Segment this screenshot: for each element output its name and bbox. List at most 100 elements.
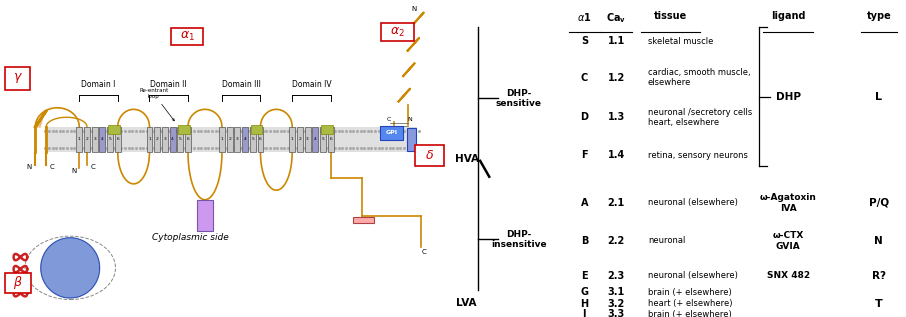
Text: S: S [581, 36, 588, 46]
Bar [178, 127, 183, 152]
Text: 1.1: 1.1 [607, 36, 625, 46]
Text: 3: 3 [306, 138, 309, 141]
FancyBboxPatch shape [415, 145, 445, 166]
Text: neuronal /secretory cells
heart, elsewhere: neuronal /secretory cells heart, elsewhe… [648, 107, 752, 127]
Bar [169, 127, 176, 152]
Text: 3.1: 3.1 [607, 287, 625, 297]
Bar [115, 127, 120, 152]
Text: A: A [581, 198, 588, 208]
Text: 6: 6 [116, 138, 120, 141]
Text: 1: 1 [291, 138, 294, 141]
Text: C: C [581, 73, 588, 83]
Text: $\delta$: $\delta$ [425, 149, 435, 162]
Bar [162, 127, 168, 152]
Bar [328, 127, 333, 152]
Text: 2.2: 2.2 [607, 236, 625, 246]
Bar [250, 127, 255, 152]
Text: Cytoplasmic side: Cytoplasmic side [152, 233, 228, 242]
Text: 6: 6 [259, 138, 262, 141]
Text: 6: 6 [329, 138, 333, 141]
Text: P/Q: P/Q [869, 198, 889, 208]
Text: G: G [581, 287, 588, 297]
Text: 1: 1 [148, 138, 151, 141]
FancyBboxPatch shape [178, 125, 190, 134]
Text: ω-Agatoxin
IVA: ω-Agatoxin IVA [760, 193, 816, 213]
Text: H: H [581, 299, 588, 309]
Text: tissue: tissue [654, 11, 687, 21]
Text: C: C [91, 164, 95, 170]
Bar [407, 128, 416, 151]
Text: Domain IV: Domain IV [292, 80, 332, 89]
Text: N: N [874, 236, 883, 246]
Bar [45, 127, 417, 152]
Bar [297, 127, 303, 152]
Text: 2.3: 2.3 [607, 271, 625, 281]
Text: Domain III: Domain III [222, 80, 261, 89]
Text: N: N [27, 164, 32, 170]
Text: 2: 2 [156, 138, 159, 141]
Text: 3.2: 3.2 [607, 299, 625, 309]
Text: 3: 3 [93, 138, 96, 141]
Text: neuronal: neuronal [648, 236, 685, 245]
Text: GPI: GPI [385, 130, 398, 135]
Bar [107, 127, 113, 152]
FancyBboxPatch shape [381, 23, 413, 41]
Text: Re-entrant
loop: Re-entrant loop [140, 88, 174, 121]
Bar [147, 127, 152, 152]
Text: neuronal (elsewhere): neuronal (elsewhere) [648, 198, 737, 207]
Text: C: C [387, 117, 390, 122]
Text: $\alpha_2$: $\alpha_2$ [390, 25, 405, 39]
FancyBboxPatch shape [5, 273, 31, 293]
Text: retina, sensory neurons: retina, sensory neurons [648, 151, 747, 160]
Text: 5: 5 [251, 138, 255, 141]
Text: skeletal muscle: skeletal muscle [648, 37, 713, 46]
Bar [92, 127, 98, 152]
Text: C: C [50, 164, 54, 170]
Text: 4: 4 [244, 138, 246, 141]
Bar [76, 127, 82, 152]
Bar [353, 217, 374, 223]
Text: 1.2: 1.2 [607, 73, 625, 83]
Text: cardiac, smooth muscle,
elsewhere: cardiac, smooth muscle, elsewhere [648, 68, 750, 87]
Bar [235, 127, 240, 152]
Text: Domain I: Domain I [82, 80, 116, 89]
Bar [219, 127, 225, 152]
Text: $\beta$: $\beta$ [14, 274, 23, 291]
Bar [313, 127, 318, 152]
Text: E: E [581, 271, 588, 281]
Text: D: D [581, 112, 588, 122]
Text: 1.3: 1.3 [607, 112, 625, 122]
Bar [242, 127, 248, 152]
Text: 1: 1 [220, 138, 224, 141]
Text: $\alpha_1$: $\alpha_1$ [179, 30, 195, 43]
Bar [154, 127, 160, 152]
Text: N: N [412, 6, 417, 12]
Text: $\alpha$1: $\alpha$1 [577, 11, 592, 23]
FancyBboxPatch shape [250, 125, 263, 134]
Text: 3: 3 [236, 138, 239, 141]
Text: C: C [421, 249, 426, 255]
Bar [226, 127, 233, 152]
Text: Domain II: Domain II [150, 80, 187, 89]
Text: 6: 6 [187, 138, 189, 141]
Text: brain (+ elsewhere): brain (+ elsewhere) [648, 310, 731, 317]
Bar [320, 127, 326, 152]
Bar [100, 127, 105, 152]
Text: Ca$_\mathregular{v}$: Ca$_\mathregular{v}$ [606, 11, 626, 25]
Bar [257, 127, 264, 152]
Text: ω-CTX
GVIA: ω-CTX GVIA [773, 231, 804, 251]
Text: DHP-
insensitive: DHP- insensitive [491, 230, 546, 249]
Text: type: type [866, 11, 892, 21]
Text: HVA: HVA [455, 153, 478, 164]
Text: neuronal (elsewhere): neuronal (elsewhere) [648, 271, 737, 280]
Text: 2: 2 [228, 138, 231, 141]
FancyBboxPatch shape [380, 126, 403, 140]
Text: LVA: LVA [457, 298, 477, 308]
Text: 3: 3 [163, 138, 167, 141]
FancyBboxPatch shape [5, 67, 30, 90]
Text: N: N [72, 168, 76, 174]
FancyBboxPatch shape [108, 125, 120, 134]
Text: 5: 5 [322, 138, 324, 141]
Text: N: N [408, 117, 412, 122]
Text: R?: R? [872, 271, 886, 281]
